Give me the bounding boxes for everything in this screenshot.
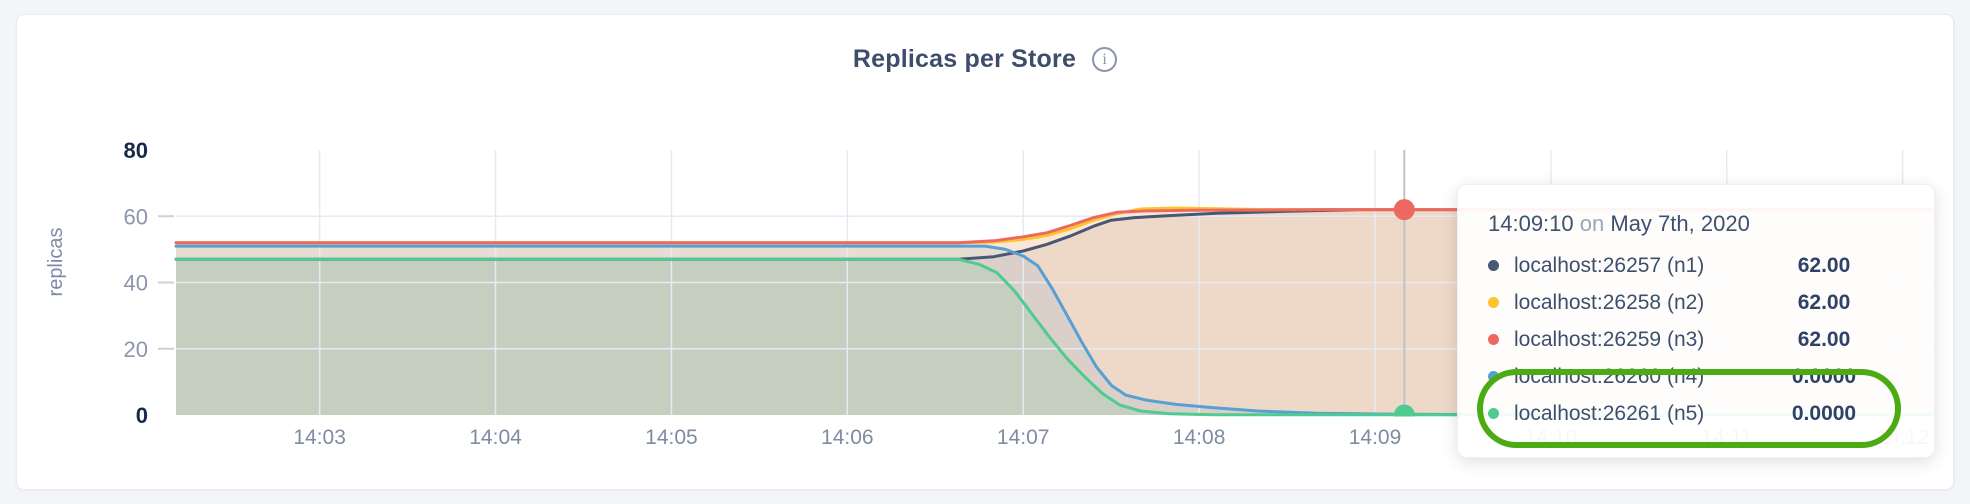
series-name: localhost:26261 (n5) <box>1514 401 1705 425</box>
series-dot-n2 <box>1488 297 1499 308</box>
series-dot-n1 <box>1488 260 1499 271</box>
series-value: 62.00 <box>1797 253 1851 277</box>
series-name: localhost:26260 (n4) <box>1514 364 1705 388</box>
tooltip-row: localhost:26258 (n2) 62.00 <box>1488 284 1906 321</box>
info-icon[interactable]: i <box>1092 47 1118 72</box>
tooltip-header: 14:09:10 on May 7th, 2020 <box>1488 211 1906 237</box>
tooltip-conjunction: on <box>1579 211 1605 236</box>
series-name: localhost:26257 (n1) <box>1514 253 1705 277</box>
series-dot-n5 <box>1488 408 1499 419</box>
tooltip-row: localhost:26257 (n1) 62.00 <box>1488 247 1906 284</box>
series-value: 62.00 <box>1797 327 1851 351</box>
chart-title: Replicas per Store <box>852 45 1077 73</box>
tooltip-time: 14:09:10 <box>1488 211 1574 236</box>
tooltip-row: localhost:26260 (n4) 0.0000 <box>1488 358 1906 395</box>
series-value: 0.0000 <box>1791 364 1857 388</box>
tooltip-row: localhost:26261 (n5) 0.0000 <box>1488 395 1906 432</box>
tooltip-row: localhost:26259 (n3) 62.00 <box>1488 321 1906 358</box>
series-value: 0.0000 <box>1791 401 1857 425</box>
series-dot-n3 <box>1488 334 1499 345</box>
series-dot-n4 <box>1488 371 1499 382</box>
series-name: localhost:26259 (n3) <box>1514 327 1705 351</box>
tooltip-date: May 7th, 2020 <box>1610 211 1750 236</box>
chart-header: Replicas per Store i <box>17 45 1953 74</box>
series-value: 62.00 <box>1797 290 1851 314</box>
chart-tooltip: 14:09:10 on May 7th, 2020 localhost:2625… <box>1457 184 1935 458</box>
series-name: localhost:26258 (n2) <box>1514 290 1705 314</box>
